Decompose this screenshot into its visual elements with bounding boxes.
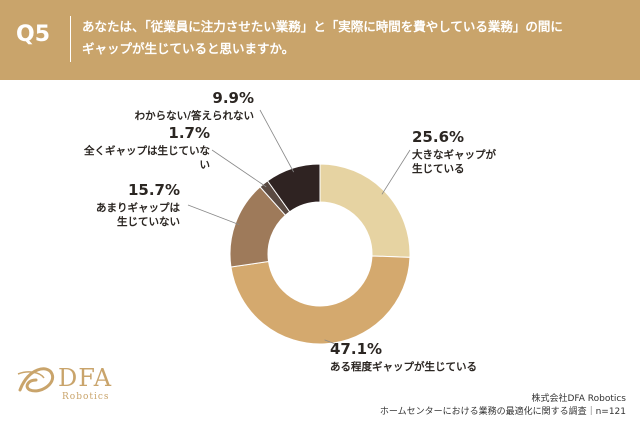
slice-category-label: 生じている	[412, 162, 465, 175]
logo-text: DFA	[58, 364, 113, 392]
slice-category-label: 全くギャップは生じていな	[83, 144, 210, 157]
logo-swirl-icon	[17, 367, 55, 393]
leader-line	[187, 204, 240, 225]
footer-survey: ホームセンターにおける業務の最適化に関する調査｜n=121	[379, 407, 626, 417]
slice-percent-label: 15.7%	[128, 181, 180, 199]
slice-category-label: 大きなギャップが	[412, 148, 496, 161]
leader-line	[259, 109, 295, 173]
question-number: Q5	[16, 22, 51, 47]
header-divider	[70, 16, 71, 62]
question-header: Q5 あなたは、「従業員に注力させたい業務」と「実際に時間を費やしている業務」の…	[0, 0, 640, 80]
footer-company: 株式会社DFA Robotics	[531, 394, 626, 404]
leader-lines	[187, 109, 411, 346]
donut-slice	[230, 255, 411, 345]
leader-line	[381, 149, 411, 195]
question-text: あなたは、「従業員に注力させたい業務」と「実際に時間を費やしている業務」の間に …	[82, 19, 563, 56]
donut-slice	[266, 163, 321, 213]
logo-subtext: Robotics	[62, 392, 110, 402]
slice-category-label: ある程度ギャップが生じている	[330, 360, 477, 373]
slice-category-label: わからない/答えられない	[135, 109, 254, 122]
dfa-logo: DFA Robotics	[14, 360, 144, 408]
leader-line	[324, 339, 339, 346]
slice-category-label: 生じていない	[117, 215, 180, 228]
slice-percent-label: 9.9%	[212, 89, 254, 107]
slice-percent-label: 25.6%	[412, 128, 464, 146]
slice-percent-label: 47.1%	[330, 340, 382, 358]
slice-category-label: い	[200, 159, 211, 171]
footer: 株式会社DFA Robotics ホームセンターにおける業務の最適化に関する調査…	[380, 393, 626, 419]
leader-line	[211, 149, 267, 188]
donut-slices	[229, 163, 411, 345]
donut-slice	[319, 163, 411, 258]
slice-category-label: あまりギャップは	[96, 201, 180, 214]
slice-percent-label: 1.7%	[168, 124, 210, 142]
